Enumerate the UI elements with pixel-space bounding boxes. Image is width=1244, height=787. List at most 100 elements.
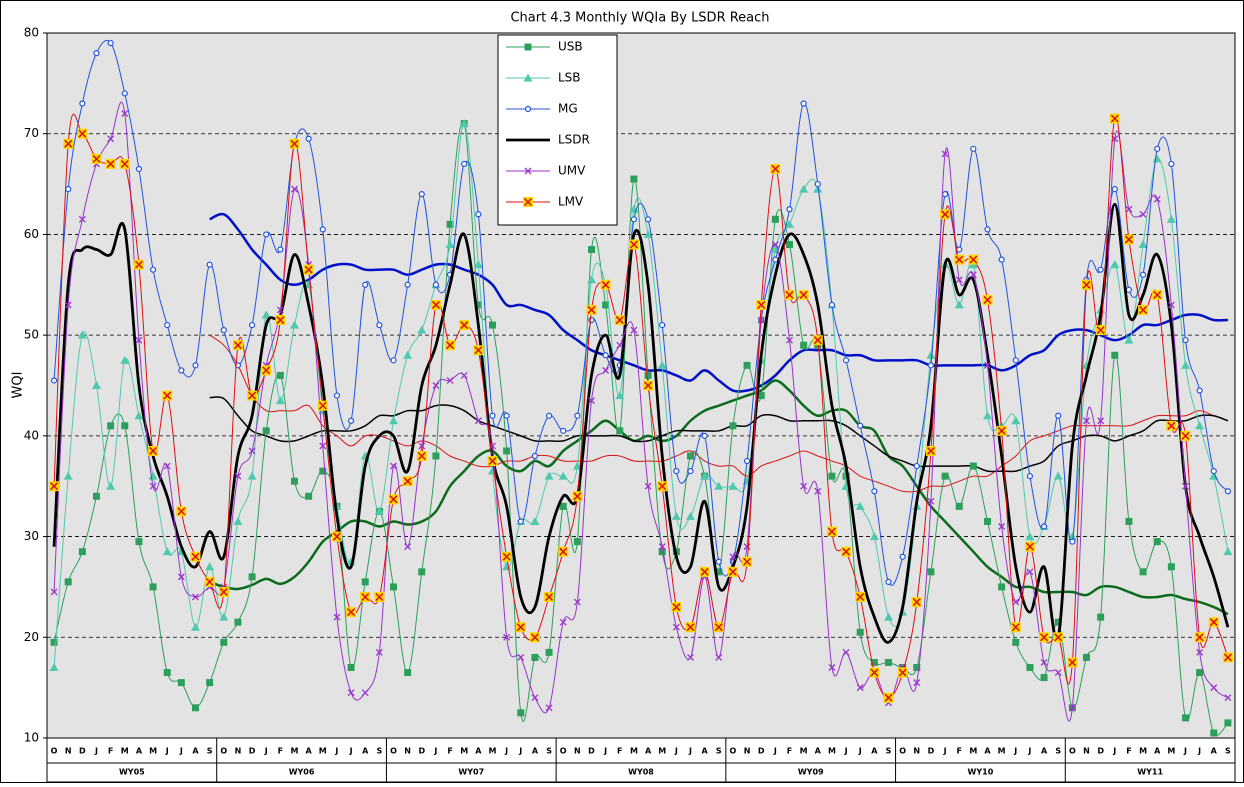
marker <box>1168 160 1175 168</box>
marker <box>1095 325 1106 336</box>
marker <box>390 357 397 364</box>
marker <box>671 511 681 520</box>
marker <box>247 471 257 480</box>
marker-stroke <box>545 704 553 712</box>
group-label: WY06 <box>289 768 315 777</box>
marker <box>897 667 908 678</box>
marker-stroke <box>728 567 737 576</box>
legend-label: UMV <box>558 164 586 178</box>
marker <box>347 689 355 697</box>
x-tick-label: D <box>928 747 935 756</box>
marker <box>1083 417 1090 425</box>
marker <box>360 592 371 602</box>
x-tick-label: F <box>1126 747 1131 756</box>
y-tick-label: 30 <box>24 529 39 543</box>
x-tick-label: S <box>886 747 892 756</box>
marker <box>1054 618 1062 626</box>
marker <box>600 279 611 290</box>
marker <box>362 281 369 288</box>
marker <box>162 390 173 401</box>
marker <box>671 602 682 613</box>
marker-stroke <box>1125 205 1133 213</box>
marker <box>1110 260 1120 269</box>
marker <box>446 220 454 228</box>
marker <box>501 551 512 562</box>
marker <box>828 301 836 309</box>
marker <box>1039 632 1050 643</box>
marker-stroke <box>290 139 299 148</box>
x-tick-label: J <box>603 747 607 756</box>
marker-stroke <box>1011 623 1020 632</box>
marker <box>149 266 157 273</box>
x-tick-label: M <box>658 747 666 756</box>
marker <box>899 553 906 560</box>
marker-stroke <box>1083 417 1090 425</box>
marker-stroke <box>757 316 765 324</box>
x-tick-label: M <box>319 747 327 756</box>
marker <box>206 261 213 268</box>
marker <box>1012 357 1019 364</box>
x-tick-label: M <box>998 747 1006 756</box>
marker <box>361 689 369 697</box>
marker <box>572 491 583 502</box>
marker-stroke <box>771 164 780 173</box>
marker <box>1040 659 1048 666</box>
marker <box>49 663 59 671</box>
x-tick-label: M <box>1167 747 1175 756</box>
marker <box>545 648 553 656</box>
marker <box>826 526 837 537</box>
marker-stroke <box>234 472 242 480</box>
marker-stroke <box>588 397 595 405</box>
marker <box>559 618 567 626</box>
marker <box>276 306 284 314</box>
marker <box>856 628 864 636</box>
marker <box>531 653 539 661</box>
marker <box>402 476 413 487</box>
marker-stroke <box>134 260 143 269</box>
marker-stroke <box>842 547 851 556</box>
marker-stroke <box>64 301 72 309</box>
marker-stroke <box>1196 648 1204 656</box>
marker <box>177 679 185 687</box>
marker-stroke <box>474 417 482 425</box>
marker <box>376 321 383 329</box>
marker <box>771 215 779 223</box>
marker <box>1024 541 1035 552</box>
marker <box>524 105 532 113</box>
marker-stroke <box>1210 684 1218 692</box>
marker <box>828 472 836 480</box>
marker-stroke <box>389 495 398 504</box>
y-tick-label: 40 <box>24 428 39 442</box>
marker <box>474 417 482 425</box>
marker <box>319 467 327 475</box>
marker <box>473 345 484 356</box>
marker <box>459 119 469 128</box>
marker <box>586 304 597 315</box>
marker <box>814 180 821 188</box>
marker <box>969 462 977 470</box>
marker <box>261 310 271 319</box>
x-tick-label: J <box>858 747 862 756</box>
marker-stroke <box>304 265 313 274</box>
marker-stroke <box>192 593 199 601</box>
marker-stroke <box>50 588 58 596</box>
marker <box>798 289 809 300</box>
marker <box>432 382 440 389</box>
marker-stroke <box>615 316 624 325</box>
marker <box>77 128 88 139</box>
marker <box>954 300 964 309</box>
marker <box>616 427 624 435</box>
marker <box>869 532 879 541</box>
marker <box>602 301 610 309</box>
marker-stroke <box>799 290 808 299</box>
marker <box>1180 430 1191 441</box>
marker <box>814 487 822 495</box>
marker <box>545 704 553 712</box>
marker <box>531 694 539 702</box>
x-tick-label: J <box>165 747 169 756</box>
marker <box>828 664 836 671</box>
marker-stroke <box>121 110 129 118</box>
marker <box>560 427 567 434</box>
marker <box>786 336 793 344</box>
marker-stroke <box>955 255 964 264</box>
